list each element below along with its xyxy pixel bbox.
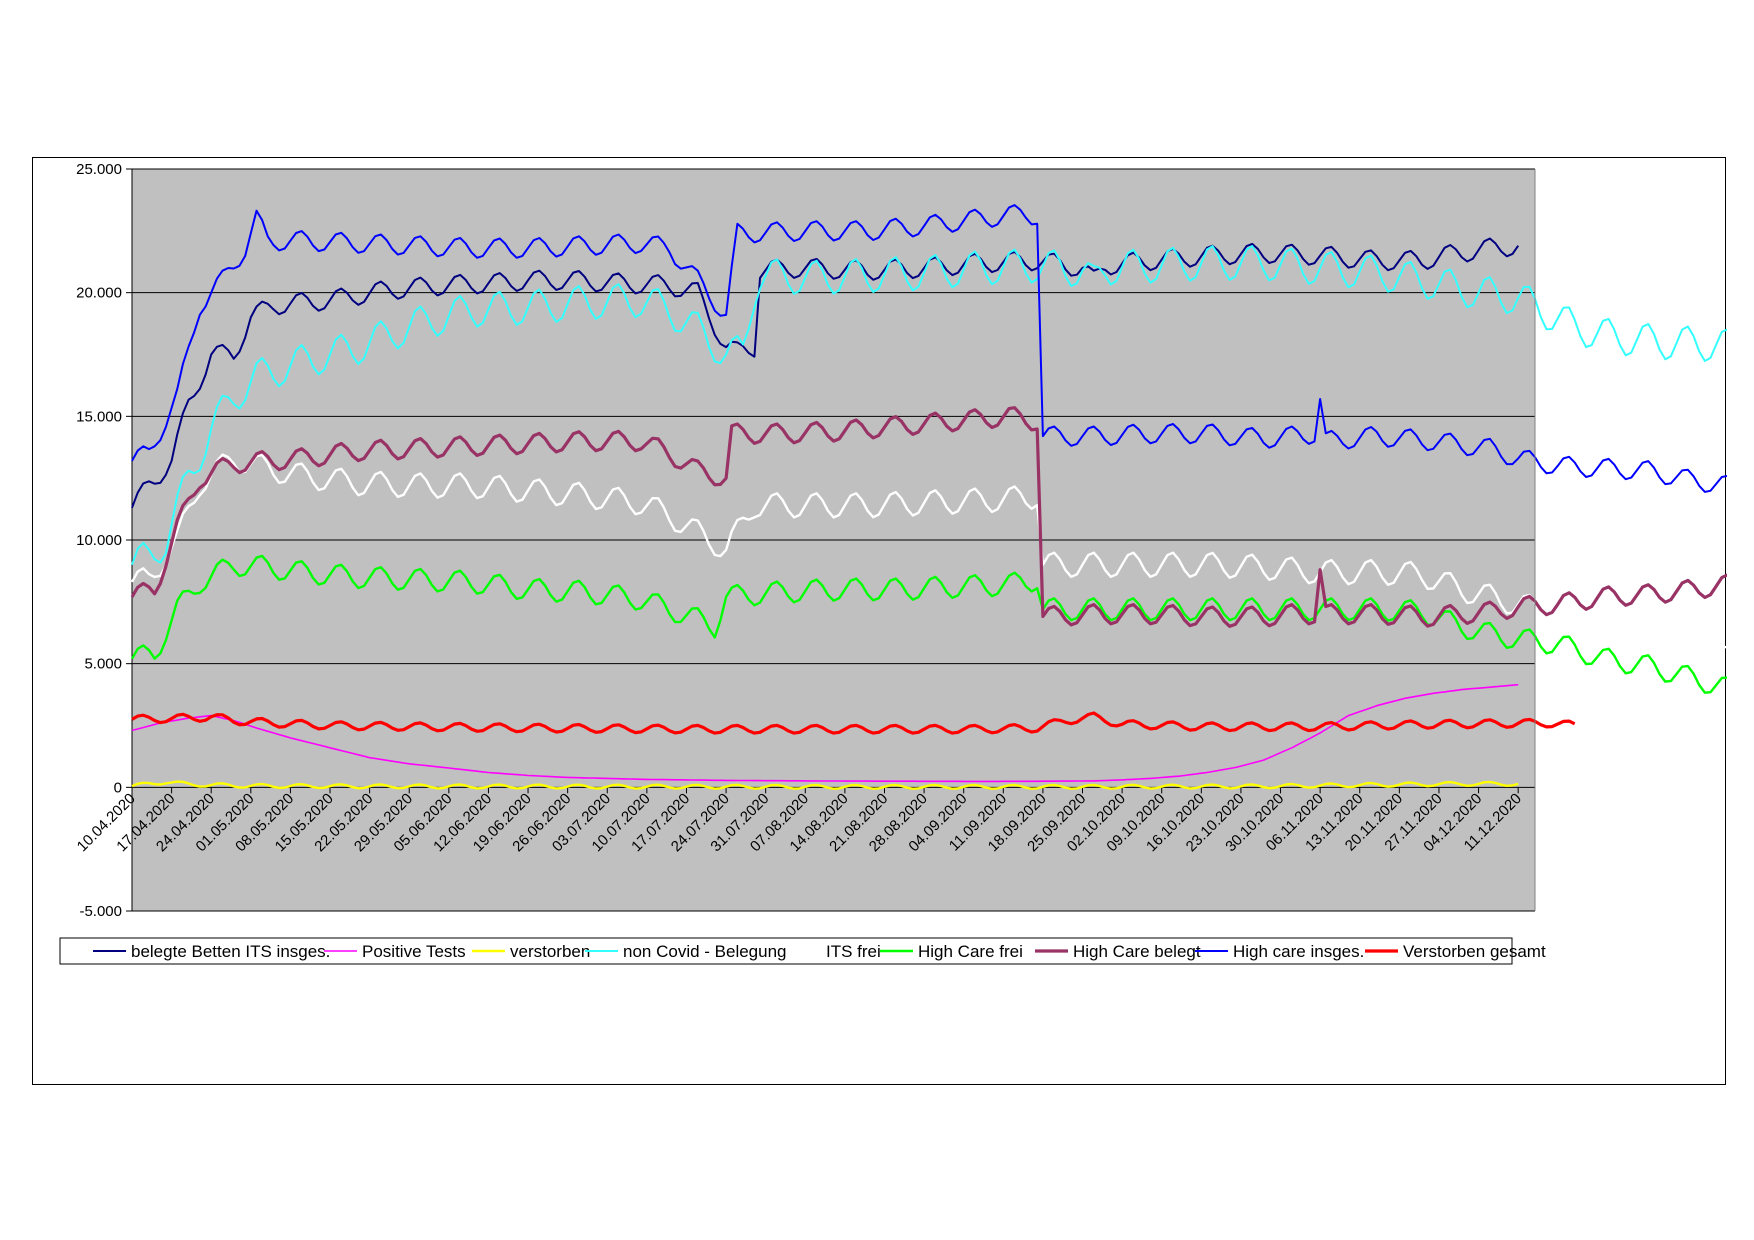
y-tick-label: 25.000 <box>76 161 122 178</box>
legend-box <box>59 937 1513 965</box>
y-tick-label: 20.000 <box>76 285 122 302</box>
line-chart: -5.000 0 5.000 10.000 15.000 20.000 25.000 10.… <box>59 161 1727 965</box>
chart-frame: -5.000 0 5.000 10.000 15.000 20.000 25.000 10.… <box>32 157 1727 1085</box>
legend-label: Verstorben gesamt <box>1403 942 1546 961</box>
legend-label: High Care frei <box>918 942 1023 961</box>
legend-label: verstorben <box>510 942 590 961</box>
series-line-non_covid <box>131 245 1727 566</box>
series-line-verstorben <box>131 780 1519 790</box>
series-line-high_care_insges <box>131 204 1727 493</box>
y-tick-label: 5.000 <box>84 656 122 673</box>
y-axis: -5.000 0 5.000 10.000 15.000 20.000 25.000 <box>76 161 133 920</box>
series-line-high_care_belegt <box>130 406 1727 628</box>
series-line-belegte_betten <box>131 237 1520 509</box>
legend-label: ITS frei <box>826 942 881 961</box>
legend-label: Positive Tests <box>362 942 466 961</box>
y-tick-label: 0 <box>114 779 122 796</box>
series-line-verstorben_gesamt <box>131 711 1576 735</box>
y-tick-label: 15.000 <box>76 408 122 425</box>
series-line-high_care_frei <box>130 554 1727 694</box>
series-line-its_frei <box>130 453 1727 667</box>
legend-label: High care insges. <box>1233 942 1364 961</box>
series-line-positive_tests <box>131 683 1519 783</box>
y-tick-label: -5.000 <box>79 903 122 920</box>
legend-label: non Covid - Belegung <box>623 942 787 961</box>
y-tick-label: 10.000 <box>76 532 122 549</box>
legend-label: High Care belegt <box>1073 942 1201 961</box>
legend: belegte Betten ITS insges. Positive Tests… <box>59 937 1546 965</box>
legend-label: belegte Betten ITS insges. <box>131 942 330 961</box>
series-lines <box>130 204 1727 790</box>
